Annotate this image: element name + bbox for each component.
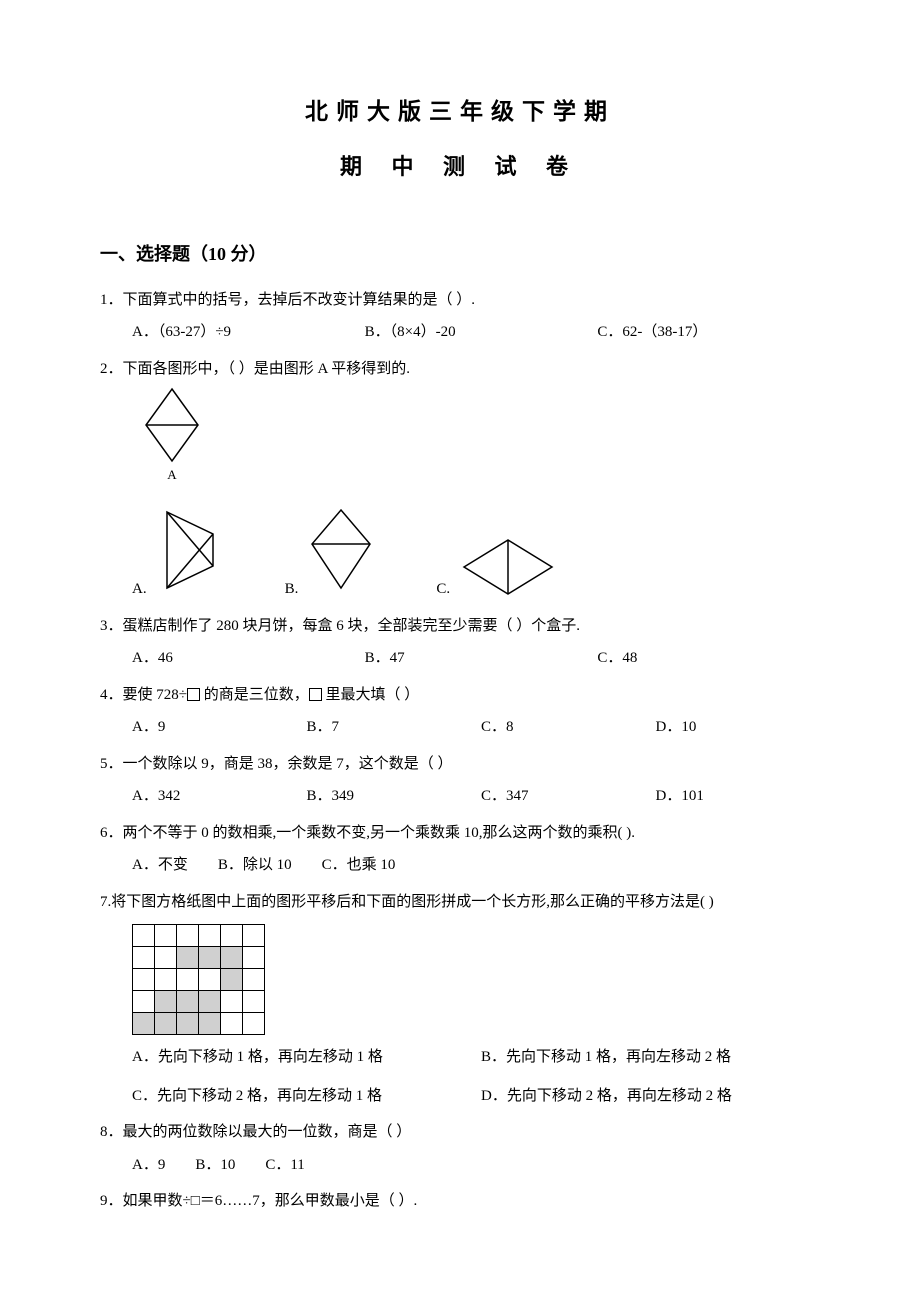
q9-stem: 9．如果甲数÷□＝6……7，那么甲数最小是（ ）. — [100, 1187, 820, 1216]
q5-choice-d: D．101 — [656, 782, 821, 811]
q1-choice-a: A．（63-27）÷9 — [132, 318, 355, 347]
q5-choice-b: B．349 — [307, 782, 472, 811]
q3-choice-c: C．48 — [597, 644, 820, 673]
q6-choice-a: A．不变 — [132, 851, 188, 880]
q2-shape-a — [155, 504, 225, 604]
q7-choice-b: B．先向下移动 1 格，再向左移动 2 格 — [481, 1043, 820, 1072]
q8-choice-b: B．10 — [195, 1151, 235, 1180]
section-1-heading: 一、选择题（10 分） — [100, 237, 820, 271]
question-5: 5．一个数除以 9，商是 38，余数是 7，这个数是（ ） A．342 B．34… — [100, 750, 820, 811]
q2-choice-figures: A. B. C. — [100, 504, 820, 604]
q3-stem: 3．蛋糕店制作了 280 块月饼，每盒 6 块，全部装完至少需要（ ）个盒子. — [100, 612, 820, 641]
q8-choice-c: C．11 — [265, 1151, 304, 1180]
q4-choice-d: D．10 — [656, 713, 821, 742]
q8-stem: 8．最大的两位数除以最大的一位数，商是（ ） — [100, 1118, 820, 1147]
question-6: 6．两个不等于 0 的数相乘,一个乘数不变,另一个乘数乘 10,那么这两个数的乘… — [100, 819, 820, 880]
subtitle: 期 中 测 试 卷 — [100, 146, 820, 188]
q5-choice-c: C．347 — [481, 782, 646, 811]
q2-stem: 2．下面各图形中，（ ）是由图形 A 平移得到的. — [100, 355, 820, 384]
q1-stem: 1．下面算式中的括号，去掉后不改变计算结果的是（ ）. — [100, 286, 820, 315]
q1-choice-b: B．（8×4）-20 — [365, 318, 588, 347]
svg-text:A: A — [167, 467, 177, 482]
q7-choice-d: D．先向下移动 2 格，再向左移动 2 格 — [481, 1082, 820, 1111]
question-7: 7.将下图方格纸图中上面的图形平移后和下面的图形拼成一个长方形,那么正确的平移方… — [100, 888, 820, 1111]
q2-reference-shape: A — [100, 387, 820, 498]
question-3: 3．蛋糕店制作了 280 块月饼，每盒 6 块，全部装完至少需要（ ）个盒子. … — [100, 612, 820, 673]
question-4: 4．要使 728÷ 的商是三位数， 里最大填（ ） A．9 B．7 C．8 D．… — [100, 681, 820, 742]
box-symbol-icon — [309, 688, 322, 701]
box-symbol-icon — [187, 688, 200, 701]
q4-choice-b: B．7 — [307, 713, 472, 742]
q6-choice-c: C．也乘 10 — [322, 851, 396, 880]
question-2: 2．下面各图形中，（ ）是由图形 A 平移得到的. A A. B. — [100, 355, 820, 604]
question-9: 9．如果甲数÷□＝6……7，那么甲数最小是（ ）. — [100, 1187, 820, 1216]
q4-stem: 4．要使 728÷ 的商是三位数， 里最大填（ ） — [100, 681, 820, 710]
q7-stem: 7.将下图方格纸图中上面的图形平移后和下面的图形拼成一个长方形,那么正确的平移方… — [100, 888, 820, 917]
question-8: 8．最大的两位数除以最大的一位数，商是（ ） A．9 B．10 C．11 — [100, 1118, 820, 1179]
q2-shape-b — [306, 504, 376, 604]
q3-choice-a: A．46 — [132, 644, 355, 673]
q7-choice-c: C．先向下移动 2 格，再向左移动 1 格 — [132, 1082, 471, 1111]
q6-choice-b: B．除以 10 — [218, 851, 292, 880]
q5-stem: 5．一个数除以 9，商是 38，余数是 7，这个数是（ ） — [100, 750, 820, 779]
q7-grid-figure — [100, 924, 820, 1035]
q2-choice-b: B. — [285, 504, 377, 604]
q6-stem: 6．两个不等于 0 的数相乘,一个乘数不变,另一个乘数乘 10,那么这两个数的乘… — [100, 819, 820, 848]
main-title: 北师大版三年级下学期 — [100, 90, 820, 134]
q2-choice-c: C. — [436, 534, 558, 604]
q7-choice-a: A．先向下移动 1 格，再向左移动 1 格 — [132, 1043, 471, 1072]
q8-choice-a: A．9 — [132, 1151, 165, 1180]
q4-choice-a: A．9 — [132, 713, 297, 742]
q2-shape-c — [458, 534, 558, 604]
question-1: 1．下面算式中的括号，去掉后不改变计算结果的是（ ）. A．（63-27）÷9 … — [100, 286, 820, 347]
q2-choice-a: A. — [132, 504, 225, 604]
q4-choice-c: C．8 — [481, 713, 646, 742]
q5-choice-a: A．342 — [132, 782, 297, 811]
q3-choice-b: B．47 — [365, 644, 588, 673]
q1-choice-c: C．62-（38-17） — [597, 318, 820, 347]
